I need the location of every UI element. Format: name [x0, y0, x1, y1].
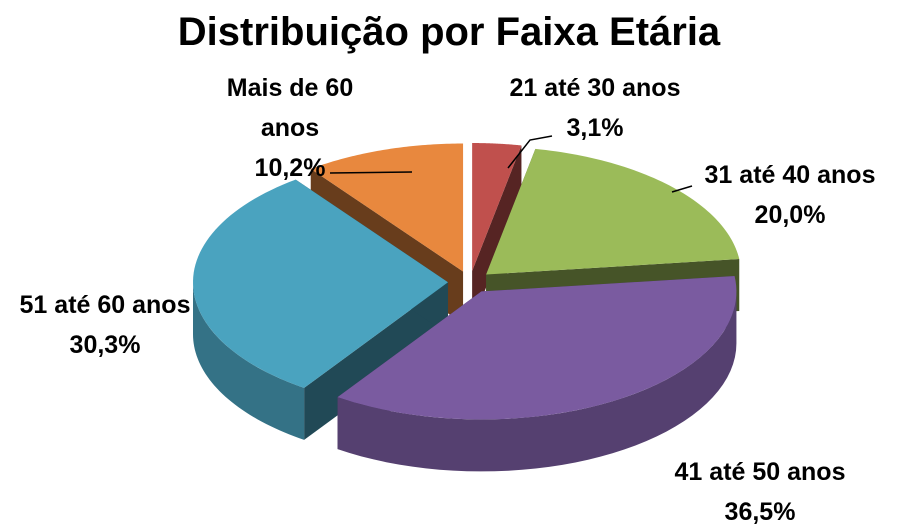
slice — [310, 143, 464, 272]
value-label: 20,0% — [754, 201, 826, 229]
slice — [193, 179, 449, 388]
value-label: 3,1% — [566, 114, 624, 142]
category-label: 51 até 60 anos — [19, 291, 191, 319]
slice — [472, 143, 522, 272]
chart-title: Distribuição por Faixa Etária — [177, 10, 721, 54]
slice-label: 41 até 50 anos 36,5% — [640, 452, 880, 526]
value-label: 30,3% — [69, 331, 141, 359]
slice-wall — [193, 282, 305, 440]
leader-line — [507, 135, 553, 169]
slice-side — [472, 145, 522, 324]
category-label: 21 até 30 anos — [509, 74, 681, 102]
slice — [486, 148, 740, 275]
category-label: Mais de 60 anos — [226, 74, 354, 142]
slice — [337, 276, 737, 420]
value-label: 36,5% — [724, 498, 796, 526]
leader-line — [671, 185, 693, 193]
slice-wall — [337, 291, 737, 472]
slice-label: 51 até 60 anos 30,3% — [0, 285, 215, 365]
slice-label: 21 até 30 anos 3,1% — [475, 68, 715, 148]
slice-label: 31 até 40 anos 20,0% — [670, 155, 898, 235]
category-label: 31 até 40 anos — [704, 161, 876, 189]
leader-line — [329, 171, 413, 174]
category-label: 41 até 50 anos — [674, 458, 846, 486]
slice-label: Mais de 60 anos 10,2% — [210, 68, 370, 188]
value-label: 10,2% — [254, 154, 326, 182]
